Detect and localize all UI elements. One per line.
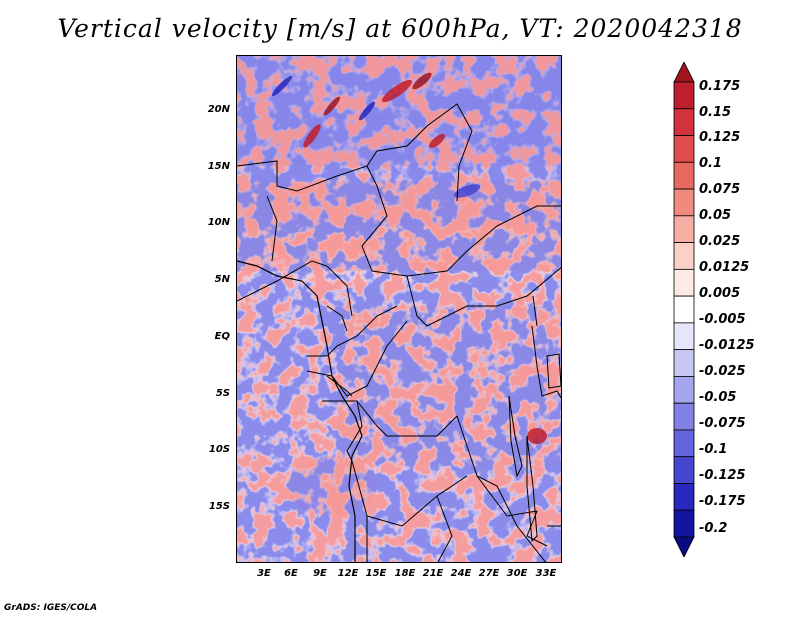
lon-tick: 30E bbox=[506, 568, 528, 579]
lon-tick: 12E bbox=[337, 568, 359, 579]
vertical-velocity-field bbox=[237, 56, 561, 562]
lat-tick: EQ bbox=[214, 331, 230, 342]
legend-label: -0.05 bbox=[699, 390, 737, 405]
map-panel bbox=[236, 55, 562, 563]
lon-tick: 27E bbox=[478, 568, 500, 579]
legend-swatch bbox=[673, 349, 695, 377]
lat-tick: 10N bbox=[207, 217, 230, 228]
legend-label: 0.005 bbox=[699, 286, 741, 301]
lon-tick: 18E bbox=[394, 568, 416, 579]
legend-swatch bbox=[673, 295, 695, 324]
legend-swatch bbox=[673, 135, 695, 163]
legend-swatch bbox=[673, 456, 695, 484]
legend-label: -0.125 bbox=[699, 468, 746, 483]
lon-tick: 21E bbox=[422, 568, 444, 579]
legend-swatch bbox=[673, 62, 695, 83]
legend-label: 0.15 bbox=[699, 105, 732, 120]
legend-swatch bbox=[673, 268, 695, 297]
lat-tick: 5N bbox=[214, 274, 230, 285]
legend-label: 0.175 bbox=[699, 79, 741, 94]
lon-tick: 24E bbox=[450, 568, 472, 579]
legend-label: 0.025 bbox=[699, 234, 741, 249]
legend-label: -0.005 bbox=[699, 312, 746, 327]
legend-swatch bbox=[673, 188, 695, 217]
legend-swatch bbox=[673, 215, 695, 243]
footer-credit: GrADS: IGES/COLA bbox=[4, 603, 98, 613]
lat-tick: 15S bbox=[208, 501, 230, 512]
legend-swatch bbox=[673, 81, 695, 110]
legend-swatch bbox=[673, 161, 695, 190]
legend-swatch bbox=[673, 402, 695, 431]
legend-label: 0.125 bbox=[699, 130, 741, 145]
legend-swatch bbox=[673, 536, 695, 557]
legend-swatch bbox=[673, 322, 695, 351]
lon-tick: 15E bbox=[365, 568, 387, 579]
legend-label: -0.075 bbox=[699, 416, 746, 431]
legend-swatch bbox=[673, 429, 695, 458]
lat-tick: 10S bbox=[208, 444, 230, 455]
lon-tick: 6E bbox=[284, 568, 298, 579]
legend-label: -0.1 bbox=[699, 442, 728, 457]
legend-swatch bbox=[673, 242, 695, 270]
legend-label: 0.05 bbox=[699, 208, 732, 223]
lon-tick: 33E bbox=[535, 568, 557, 579]
color-legend bbox=[673, 62, 695, 557]
legend-label: 0.075 bbox=[699, 182, 741, 197]
legend-label: 0.1 bbox=[699, 156, 723, 171]
legend-label: -0.175 bbox=[699, 494, 746, 509]
legend-label: -0.2 bbox=[699, 521, 728, 536]
lat-tick: 20N bbox=[207, 104, 230, 115]
lon-tick: 9E bbox=[313, 568, 327, 579]
legend-swatch bbox=[673, 376, 695, 404]
lat-tick: 15N bbox=[207, 161, 230, 172]
legend-swatch bbox=[673, 509, 695, 538]
legend-swatch bbox=[673, 108, 695, 136]
lat-tick: 5S bbox=[215, 388, 230, 399]
map-title: Vertical velocity [m/s] at 600hPa, VT: 2… bbox=[57, 14, 743, 43]
lon-tick: 3E bbox=[257, 568, 271, 579]
legend-label: -0.0125 bbox=[699, 338, 755, 353]
legend-label: -0.025 bbox=[699, 364, 746, 379]
legend-label: 0.0125 bbox=[699, 260, 750, 275]
legend-swatch bbox=[673, 483, 695, 511]
